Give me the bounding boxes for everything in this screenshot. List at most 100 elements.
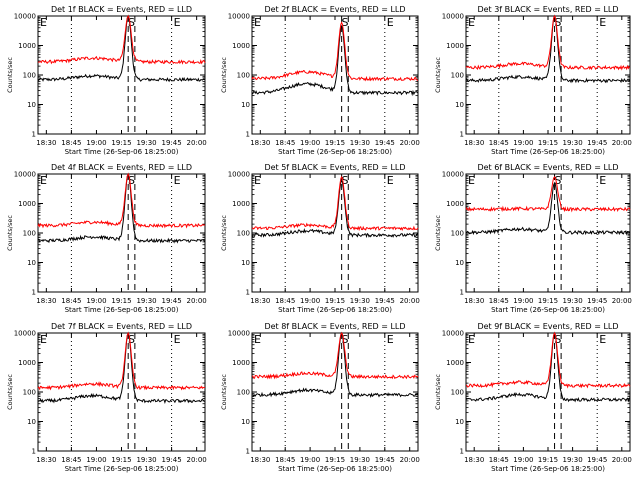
x-tick-label: 19:00 xyxy=(513,297,533,305)
y-tick-label: 10000 xyxy=(228,13,250,21)
marker-s: S xyxy=(554,174,561,187)
x-axis-label: Start Time (26-Sep-06 18:25:00) xyxy=(65,148,179,156)
series-line-events xyxy=(465,14,631,84)
y-tick-label: 1 xyxy=(460,131,464,139)
y-axis-label: Counts/sec xyxy=(220,57,228,93)
x-tick-label: 18:45 xyxy=(275,297,295,305)
x-tick-label: 19:15 xyxy=(325,456,345,464)
x-tick-label: 19:45 xyxy=(162,139,182,147)
x-tick-label: 18:30 xyxy=(36,297,56,305)
series-line-lld xyxy=(465,14,631,71)
panel-title: Det 9f BLACK = Events, RED = LLD xyxy=(477,322,618,331)
x-tick-label: 19:30 xyxy=(136,456,156,464)
y-tick-label: 10 xyxy=(241,259,250,267)
series-line-events xyxy=(251,179,419,239)
series-line-lld xyxy=(465,176,631,213)
y-axis-label: Counts/sec xyxy=(434,374,442,410)
x-tick-label: 18:30 xyxy=(464,297,484,305)
panel-det-1: Det 1f BLACK = Events, RED = LLD 18:30 18:… xyxy=(6,5,207,156)
x-tick-label: 20:00 xyxy=(400,139,420,147)
y-tick-label: 1000 xyxy=(232,200,250,208)
y-tick-label: 10000 xyxy=(442,171,464,179)
x-tick-label: 19:15 xyxy=(538,297,558,305)
x-tick-label: 18:45 xyxy=(275,139,295,147)
y-tick-label: 10000 xyxy=(14,171,36,179)
x-axis-label: Start Time (26-Sep-06 18:25:00) xyxy=(65,306,179,314)
y-tick-label: 100 xyxy=(451,72,464,80)
x-axis-label: Start Time (26-Sep-06 18:25:00) xyxy=(65,465,179,473)
x-tick-label: 19:15 xyxy=(111,139,131,147)
y-tick-label: 1 xyxy=(460,448,464,456)
marker-right-e: E xyxy=(599,333,606,346)
x-tick-label: 18:30 xyxy=(36,139,56,147)
y-tick-label: 1 xyxy=(32,289,36,297)
x-tick-label: 20:00 xyxy=(187,456,207,464)
x-tick-label: 18:30 xyxy=(464,139,484,147)
plot-frame xyxy=(37,15,206,135)
x-tick-label: 19:15 xyxy=(538,456,558,464)
x-axis-label: Start Time (26-Sep-06 18:25:00) xyxy=(278,148,392,156)
marker-right-e: E xyxy=(599,16,606,29)
y-tick-label: 10000 xyxy=(442,330,464,338)
marker-right-e: E xyxy=(387,16,394,29)
series-line-events xyxy=(465,181,631,236)
x-tick-label: 18:45 xyxy=(489,297,509,305)
panel-det-5: Det 5f BLACK = Events, RED = LLD 18:30 18:… xyxy=(220,163,420,314)
panel-det-6: Det 6f BLACK = Events, RED = LLD 18:30 18:… xyxy=(434,163,632,314)
x-tick-label: 19:30 xyxy=(563,139,583,147)
y-tick-label: 1000 xyxy=(232,359,250,367)
x-axis-label: Start Time (26-Sep-06 18:25:00) xyxy=(491,148,605,156)
plot-frame xyxy=(465,15,631,135)
x-tick-label: 19:15 xyxy=(111,297,131,305)
y-tick-label: 1000 xyxy=(232,42,250,50)
x-tick-label: 19:45 xyxy=(162,456,182,464)
y-tick-label: 10000 xyxy=(228,330,250,338)
marker-s: S xyxy=(554,16,561,29)
series-line-lld xyxy=(37,331,205,391)
panel-det-9: Det 9f BLACK = Events, RED = LLD 18:30 18:… xyxy=(434,322,632,473)
x-axis-label: Start Time (26-Sep-06 18:25:00) xyxy=(278,306,392,314)
x-tick-label: 20:00 xyxy=(400,297,420,305)
y-axis-label: Counts/sec xyxy=(6,215,14,251)
panel-title: Det 7f BLACK = Events, RED = LLD xyxy=(51,322,192,331)
y-tick-label: 1000 xyxy=(446,42,464,50)
x-axis-label: Start Time (26-Sep-06 18:25:00) xyxy=(491,465,605,473)
y-axis-label: Counts/sec xyxy=(434,57,442,93)
y-tick-label: 10 xyxy=(241,418,250,426)
series-line-events xyxy=(465,331,631,403)
panel-title: Det 2f BLACK = Events, RED = LLD xyxy=(264,5,405,14)
x-tick-label: 18:30 xyxy=(250,456,270,464)
marker-left-e: E xyxy=(468,16,475,29)
x-tick-label: 19:30 xyxy=(350,297,370,305)
x-tick-label: 19:45 xyxy=(587,297,607,305)
marker-s: S xyxy=(128,333,135,346)
y-tick-label: 1000 xyxy=(18,42,36,50)
marker-right-e: E xyxy=(387,174,394,187)
y-tick-label: 100 xyxy=(23,389,36,397)
y-axis-label: Counts/sec xyxy=(6,374,14,410)
marker-right-e: E xyxy=(174,16,181,29)
x-tick-label: 19:45 xyxy=(375,456,395,464)
y-tick-label: 10000 xyxy=(228,171,250,179)
y-tick-label: 10 xyxy=(455,101,464,109)
x-tick-label: 19:30 xyxy=(350,456,370,464)
x-tick-label: 19:45 xyxy=(587,139,607,147)
y-axis-label: Counts/sec xyxy=(434,215,442,251)
x-tick-label: 19:45 xyxy=(375,139,395,147)
x-tick-label: 19:15 xyxy=(538,139,558,147)
x-tick-label: 18:45 xyxy=(489,456,509,464)
x-tick-label: 19:45 xyxy=(162,297,182,305)
series-line-lld xyxy=(37,14,206,65)
series-line-lld xyxy=(37,172,206,229)
y-tick-label: 10000 xyxy=(442,13,464,21)
x-axis-label: Start Time (26-Sep-06 18:25:00) xyxy=(491,306,605,314)
x-tick-label: 18:30 xyxy=(36,456,56,464)
x-tick-label: 19:00 xyxy=(300,456,320,464)
series-line-lld xyxy=(251,21,419,82)
y-tick-label: 100 xyxy=(23,72,36,80)
series-line-lld xyxy=(465,331,631,389)
y-tick-label: 10000 xyxy=(14,330,36,338)
x-tick-label: 19:00 xyxy=(513,139,533,147)
y-tick-label: 10 xyxy=(241,101,250,109)
